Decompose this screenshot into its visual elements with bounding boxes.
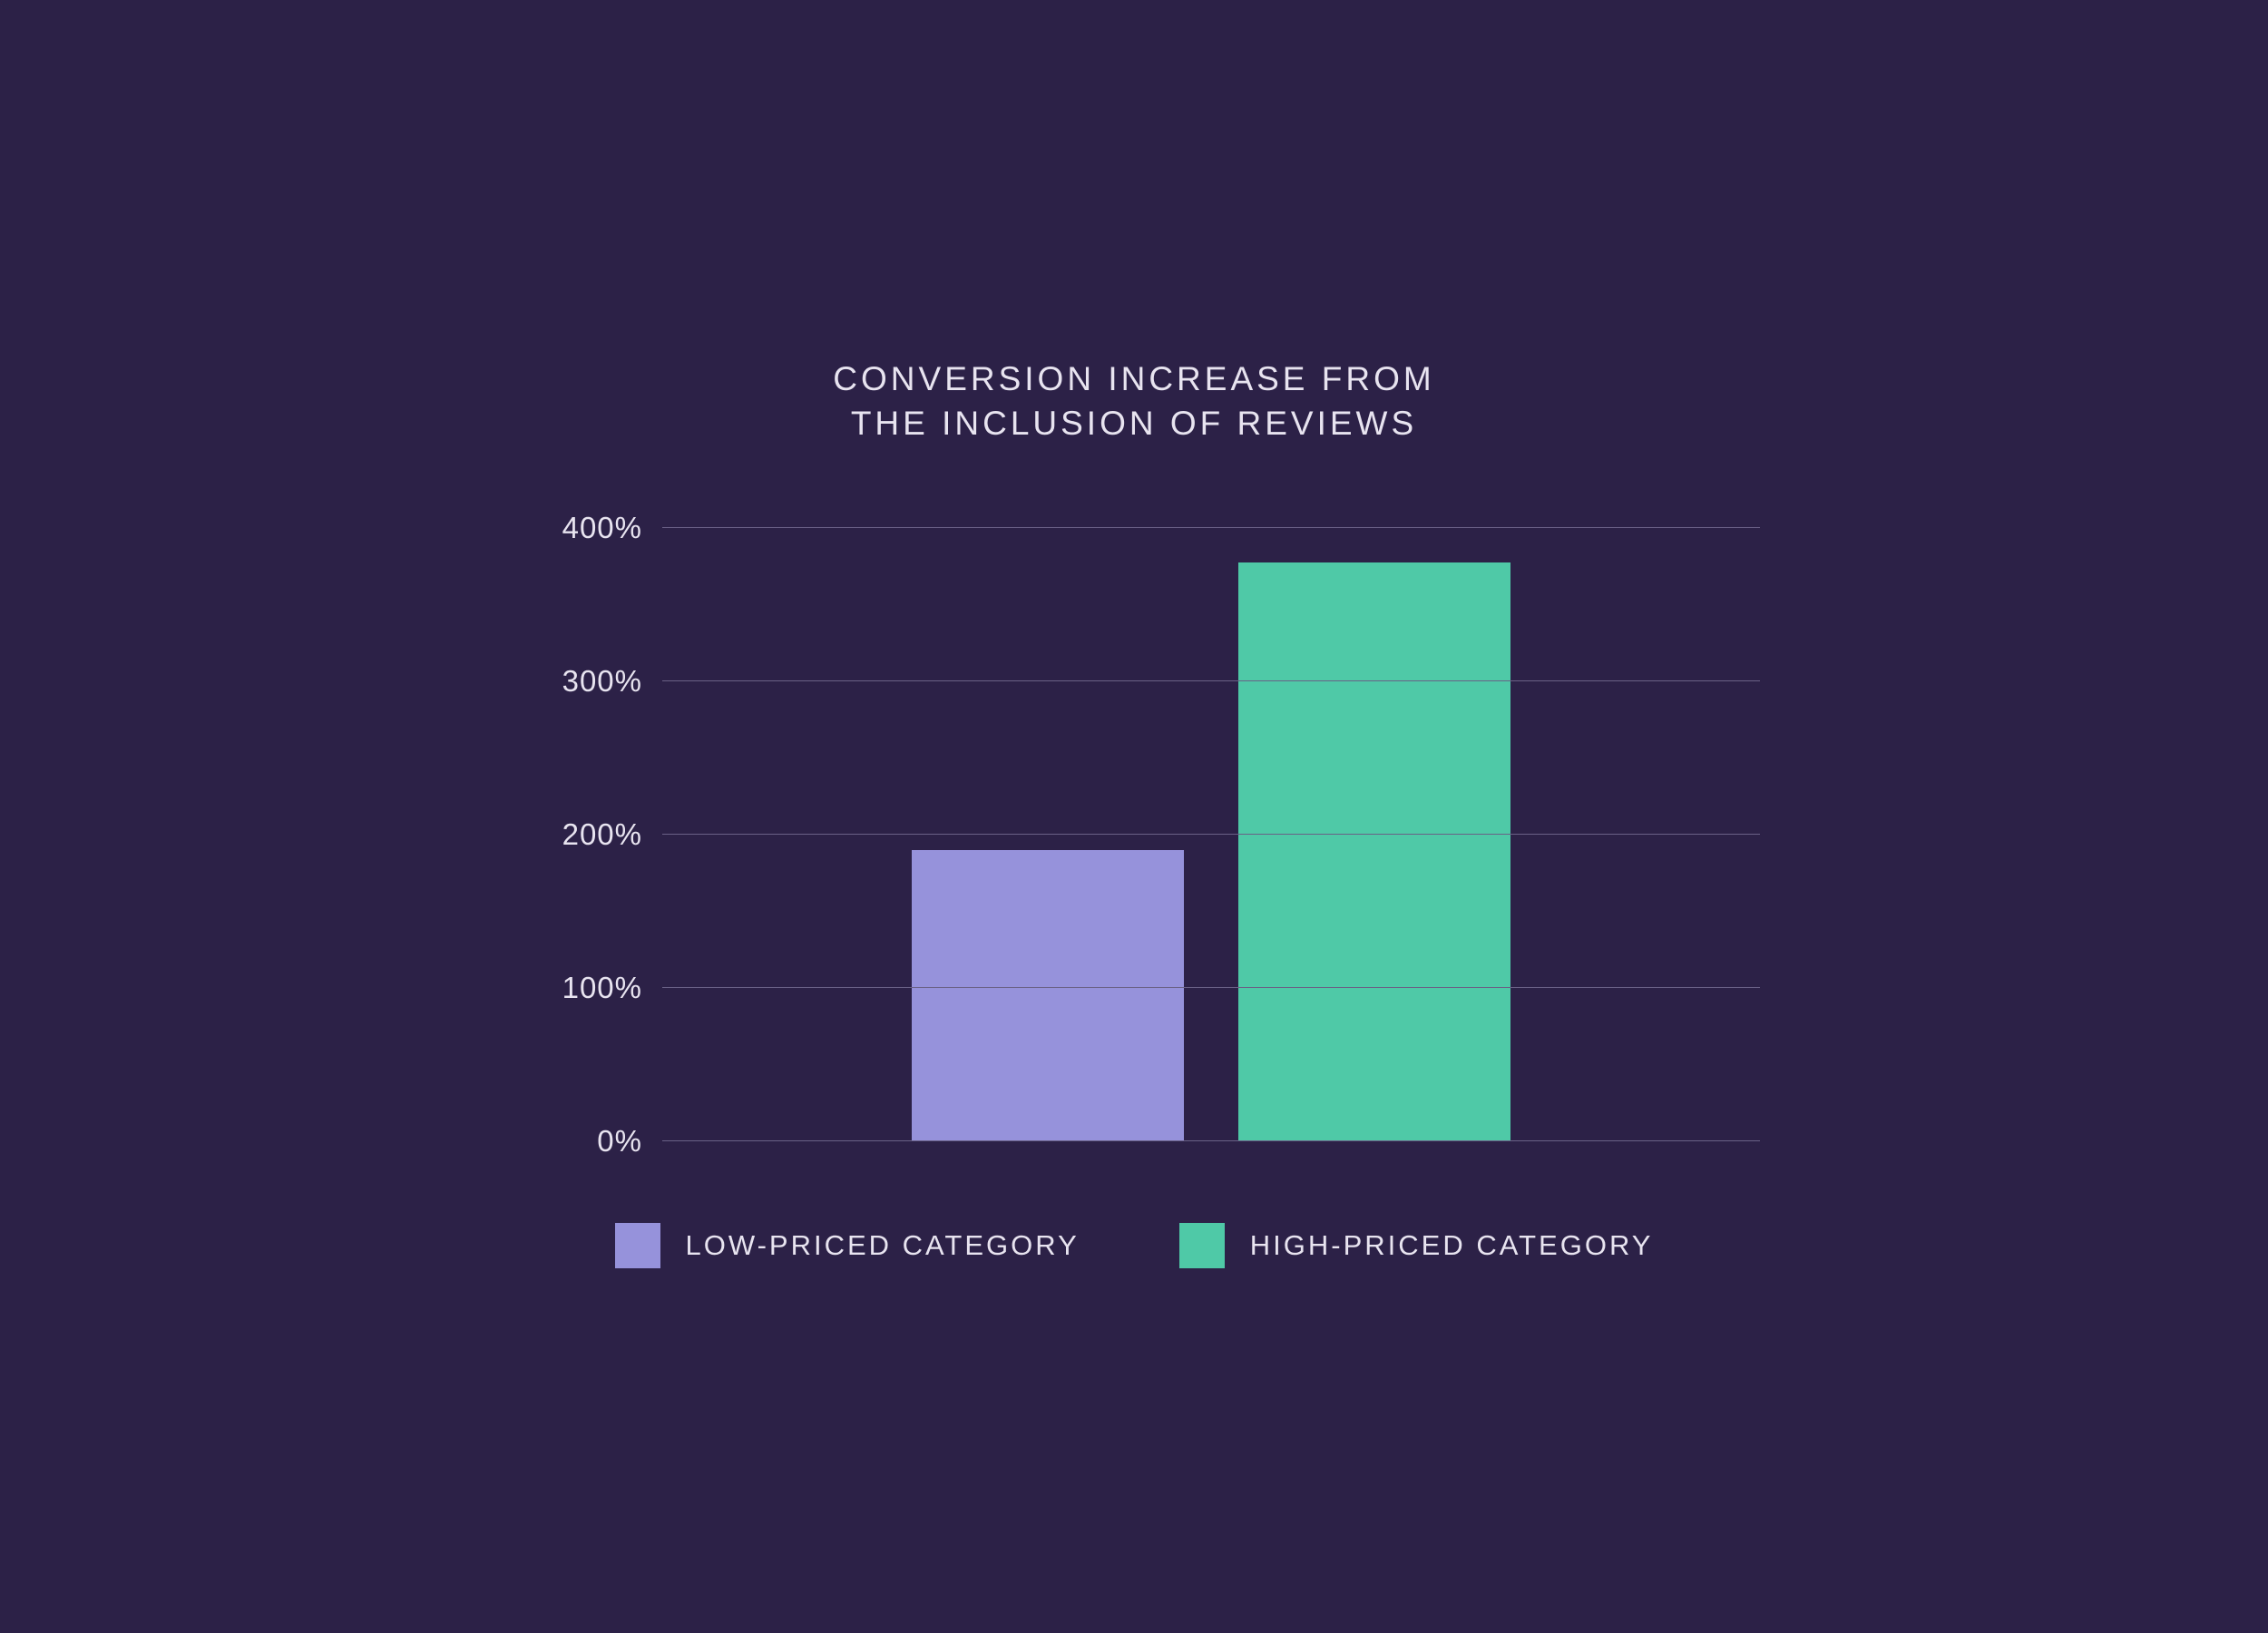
y-tick-label: 200% [562,817,642,852]
chart-title: CONVERSION INCREASE FROM THE INCLUSION O… [508,357,1760,447]
gridline [662,987,1760,988]
y-tick-label: 100% [562,971,642,1005]
legend-item: LOW-PRICED CATEGORY [615,1223,1080,1268]
y-tick-label: 400% [562,511,642,545]
legend-swatch [1179,1223,1225,1268]
grid [662,528,1760,1140]
conversion-bar-chart: CONVERSION INCREASE FROM THE INCLUSION O… [426,293,1842,1341]
bars-group [662,528,1760,1140]
legend-swatch [615,1223,660,1268]
chart-title-line-1: CONVERSION INCREASE FROM [508,357,1760,402]
legend: LOW-PRICED CATEGORY HIGH-PRICED CATEGORY [508,1223,1760,1268]
bar [912,850,1184,1141]
gridline [662,680,1760,681]
legend-item: HIGH-PRICED CATEGORY [1179,1223,1654,1268]
legend-label: LOW-PRICED CATEGORY [686,1229,1080,1262]
y-tick-label: 300% [562,664,642,699]
bar [1238,562,1510,1141]
gridline [662,1140,1760,1141]
legend-label: HIGH-PRICED CATEGORY [1250,1229,1654,1262]
gridline [662,834,1760,835]
y-axis: 0%100%200%300%400% [508,528,662,1140]
plot-area: 0%100%200%300%400% [508,528,1760,1140]
chart-title-line-2: THE INCLUSION OF REVIEWS [508,401,1760,446]
gridline [662,527,1760,528]
y-tick-label: 0% [597,1124,642,1159]
